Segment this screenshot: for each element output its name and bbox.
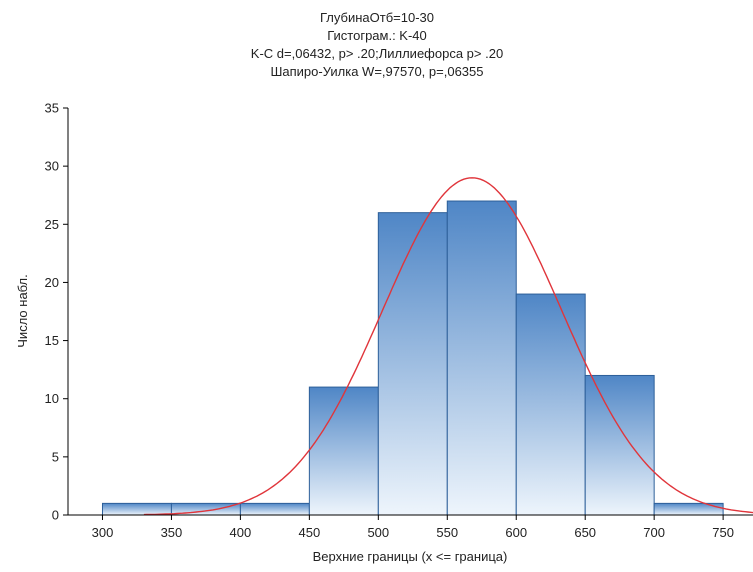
- x-tick-label: 700: [643, 525, 665, 540]
- y-tick-label: 20: [45, 275, 59, 290]
- x-tick-label: 550: [436, 525, 458, 540]
- chart-title: ГлубинаОтб=10-30 Гистограм.: K-40 K-C d=…: [251, 10, 503, 79]
- x-tick-label: 600: [505, 525, 527, 540]
- x-tick-label: 650: [574, 525, 596, 540]
- histogram-bar: [584, 374, 655, 516]
- y-tick-label: 15: [45, 333, 59, 348]
- histogram-bar: [308, 386, 379, 516]
- histogram-bar: [515, 293, 586, 516]
- y-axis-label: Число набл.: [15, 274, 30, 347]
- title-line-3: K-C d=,06432, p> .20;Лиллиефорса p> .20: [251, 46, 503, 61]
- x-tick-label: 300: [92, 525, 114, 540]
- axes: [67, 108, 753, 516]
- y-axis-ticks: 0 5 10 15 20 25 30 35: [45, 101, 68, 523]
- y-tick-label: 5: [52, 449, 59, 464]
- x-tick-label: 350: [161, 525, 183, 540]
- title-line-4: Шапиро-Уилка W=,97570, p=,06355: [270, 64, 483, 79]
- x-axis-label: Верхние границы (x <= граница): [313, 549, 508, 564]
- title-line-1: ГлубинаОтб=10-30: [320, 10, 434, 25]
- histogram-bars: [101, 200, 724, 516]
- x-tick-label: 500: [367, 525, 389, 540]
- title-line-2: Гистограм.: K-40: [327, 28, 427, 43]
- y-tick-label: 0: [52, 508, 59, 523]
- histogram-bar: [101, 502, 172, 516]
- y-tick-label: 30: [45, 159, 59, 174]
- histogram-bar: [377, 212, 448, 516]
- x-tick-label: 400: [230, 525, 252, 540]
- x-axis-ticks: 300 350 400 450 500 550 600 650 700 750: [92, 515, 734, 540]
- x-tick-label: 450: [299, 525, 321, 540]
- x-tick-label: 750: [712, 525, 734, 540]
- y-tick-label: 25: [45, 217, 59, 232]
- histogram-bar: [446, 200, 517, 516]
- y-tick-label: 35: [45, 101, 59, 116]
- normal-curve: [143, 177, 753, 516]
- histogram-bar: [239, 502, 310, 516]
- y-tick-label: 10: [45, 391, 59, 406]
